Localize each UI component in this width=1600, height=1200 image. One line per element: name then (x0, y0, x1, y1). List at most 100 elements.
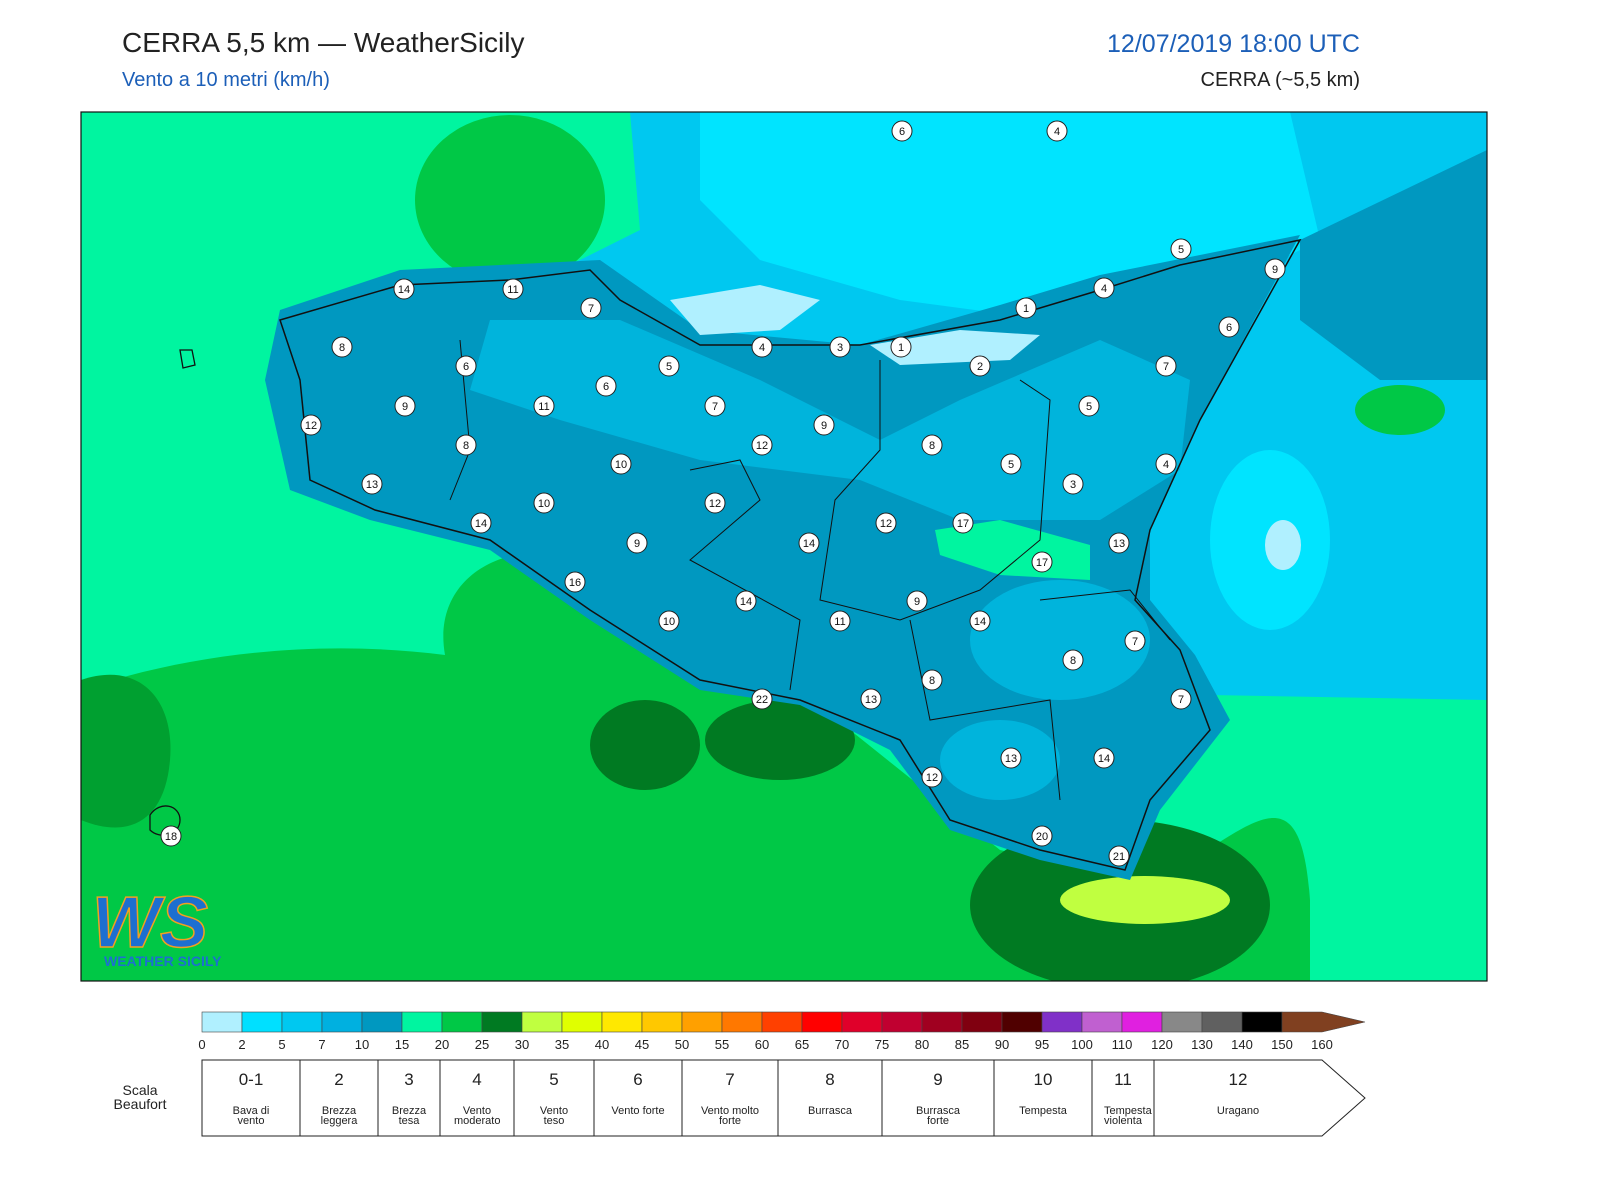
coastline (279, 238, 1302, 871)
beaufort-force: 11 (1114, 1070, 1132, 1089)
station-marker (361, 473, 383, 495)
station: 7 (1124, 630, 1146, 652)
station-marker (1015, 297, 1037, 319)
logo: WS WEATHER SICILY (91, 882, 222, 969)
station-marker (564, 571, 586, 593)
station-marker (1093, 747, 1115, 769)
station-marker (1155, 355, 1177, 377)
beaufort-force: 7 (725, 1070, 735, 1089)
colorbar-tick-label: 25 (475, 1037, 489, 1052)
station: 12 (704, 492, 726, 514)
colorbar-segment (841, 1011, 883, 1033)
station-marker (1031, 825, 1053, 847)
station-marker (829, 610, 851, 632)
station: 8 (921, 434, 943, 456)
colorbar-segment (601, 1011, 643, 1033)
colorbar-segment (681, 1011, 723, 1033)
station-value: 13 (1005, 753, 1017, 765)
colorbar-tick-label: 100 (1071, 1037, 1093, 1052)
station-marker (455, 355, 477, 377)
station-marker (751, 434, 773, 456)
station: 21 (1108, 845, 1130, 867)
station: 14 (969, 610, 991, 632)
beaufort-force: 6 (633, 1070, 643, 1089)
station-value: 21 (1113, 851, 1125, 863)
station-value: 1 (1023, 303, 1029, 315)
station: 8 (455, 434, 477, 456)
station: 3 (1062, 473, 1084, 495)
station: 4 (1155, 453, 1177, 475)
wind-field (81, 112, 1487, 981)
station-marker (393, 278, 415, 300)
station-marker (502, 278, 524, 300)
station-marker (610, 453, 632, 475)
beaufort-force: 2 (334, 1070, 344, 1089)
station-marker (455, 434, 477, 456)
wind-area (670, 285, 820, 335)
colorbar-segment (481, 1011, 523, 1033)
station-value: 3 (837, 342, 843, 354)
station-marker (969, 355, 991, 377)
colorbar-tick-label: 140 (1231, 1037, 1253, 1052)
station-value: 10 (538, 498, 550, 510)
station: 13 (1108, 532, 1130, 554)
station-value: 8 (929, 675, 935, 687)
station-value: 13 (1113, 538, 1125, 550)
station: 6 (455, 355, 477, 377)
station-marker (580, 297, 602, 319)
station: 7 (1155, 355, 1177, 377)
station-marker (860, 688, 882, 710)
colorbar-segment (281, 1011, 323, 1033)
station-value: 12 (756, 440, 768, 452)
station: 17 (952, 512, 974, 534)
beaufort-description: Uragano (1216, 1105, 1260, 1117)
colorbar-tick-label: 60 (755, 1037, 769, 1052)
station: 9 (906, 590, 928, 612)
station-marker (891, 120, 913, 142)
station-value: 6 (603, 381, 609, 393)
station-marker (751, 688, 773, 710)
wind-area (870, 330, 1040, 365)
colorbar-tick-label: 110 (1112, 1037, 1133, 1052)
station: 3 (829, 336, 851, 358)
station: 10 (658, 610, 680, 632)
station-value: 12 (709, 498, 721, 510)
station-marker (969, 610, 991, 632)
beaufort-description: Brezza leggera (320, 1105, 358, 1127)
wind-area (590, 700, 700, 790)
wind-area (1060, 876, 1230, 924)
colorbar-tick-label: 45 (635, 1037, 649, 1052)
colorbar-segment (401, 1011, 443, 1033)
colorbar-segment (441, 1011, 483, 1033)
station-value: 20 (1036, 831, 1048, 843)
station-value: 17 (957, 518, 969, 530)
station: 5 (658, 355, 680, 377)
colorbar-segment (1001, 1011, 1043, 1033)
station-marker (1264, 258, 1286, 280)
station-value: 1 (898, 342, 904, 354)
station-marker (735, 590, 757, 612)
island (149, 349, 196, 836)
station: 8 (921, 669, 943, 691)
colorbar-tick-label: 15 (395, 1037, 409, 1052)
model: CERRA (~5,5 km) (1201, 69, 1360, 91)
station-value: 9 (1272, 264, 1278, 276)
station-value: 22 (756, 694, 768, 706)
colorbar-segment (561, 1011, 603, 1033)
beaufort-force: 10 (1033, 1070, 1053, 1089)
station-marker (1062, 473, 1084, 495)
beaufort-description: Brezza tesa (391, 1105, 427, 1127)
station: 8 (331, 336, 353, 358)
station: 14 (1093, 747, 1115, 769)
station-value: 7 (588, 303, 594, 315)
station-marker (1108, 532, 1130, 554)
colorbar-segment (1081, 1011, 1123, 1033)
station-value: 9 (634, 538, 640, 550)
colorbar-tick-label: 7 (318, 1037, 325, 1052)
colorbar-tick-label: 0 (198, 1037, 205, 1052)
colorbar-tick-label: 130 (1191, 1037, 1213, 1052)
station-value: 8 (463, 440, 469, 452)
colorbar-tick-label: 50 (675, 1037, 689, 1052)
beaufort-description: Vento teso (539, 1105, 569, 1127)
